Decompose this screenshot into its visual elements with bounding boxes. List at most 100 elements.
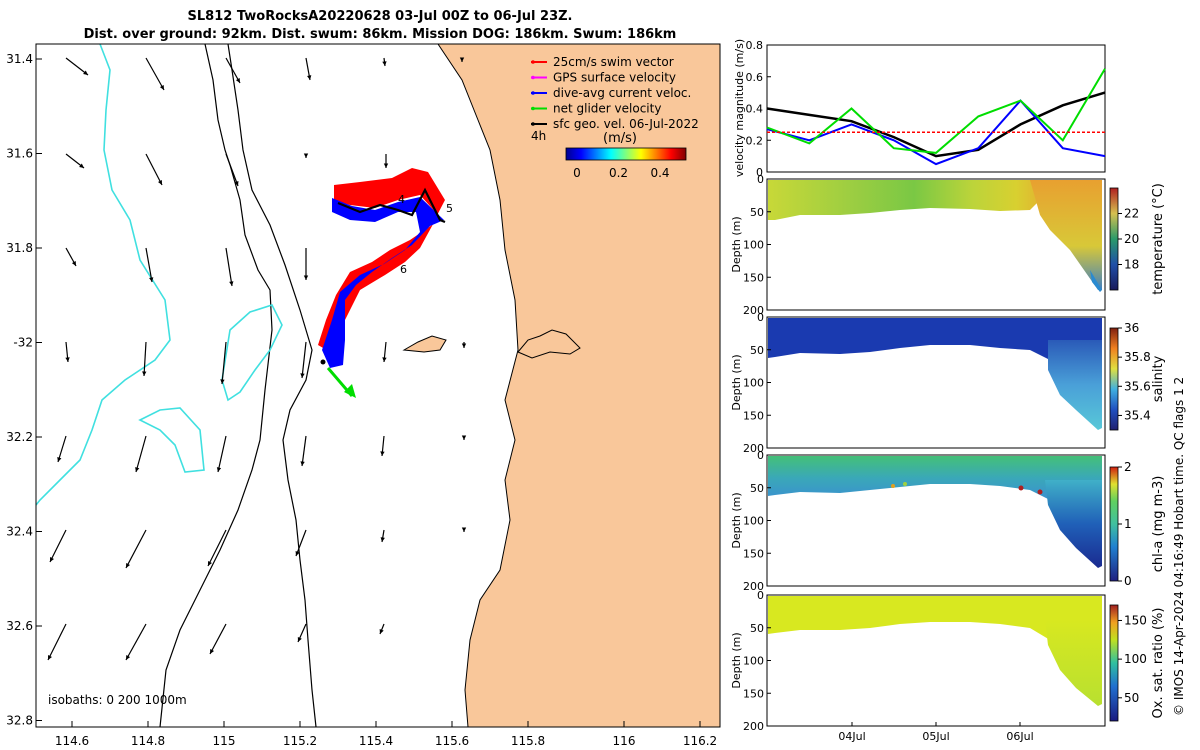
- geostrophic-arrowhead: [300, 373, 305, 378]
- geostrophic-arrowhead: [83, 70, 88, 75]
- depth-tick-label: 200: [743, 720, 764, 733]
- map-land: [437, 43, 721, 728]
- colorbar-tick-label: 35.8: [1124, 350, 1151, 364]
- geostrophic-arrowhead: [380, 537, 385, 542]
- geostrophic-arrow: [49, 529, 67, 563]
- chla-section: [766, 454, 1106, 587]
- isobath-label: isobaths: 0 200 1000m: [48, 693, 187, 707]
- section-axes: 0 50 100 150 200 Depth (m) 0 50 100 150 200 Depth (…: [730, 173, 1034, 743]
- map-y-tick-label: -32: [13, 336, 33, 350]
- velocity-y-tick-label: 0.2: [746, 134, 764, 147]
- map-y-tick-label: 32.2: [6, 430, 33, 444]
- legend-label: GPS surface velocity: [553, 71, 676, 85]
- map-x-tick-label: 115: [213, 734, 236, 748]
- salinity-colorbar: [1109, 327, 1119, 431]
- depth-tick-label: 50: [750, 344, 764, 357]
- geostrophic-arrow: [145, 57, 165, 91]
- chla-field: [768, 456, 1102, 500]
- geostrophic-arrowhead: [210, 649, 215, 654]
- depth-tick-label: 150: [743, 687, 764, 700]
- geostrophic-arrow: [47, 623, 67, 661]
- geostrophic-arrow: [225, 57, 241, 84]
- swim-vector-band: [318, 168, 445, 352]
- legend-label: net glider velocity: [553, 102, 661, 116]
- geostrophic-arrowhead: [48, 655, 52, 660]
- oxygen-section: [766, 594, 1106, 727]
- depth-tick-label: 100: [743, 377, 764, 390]
- time-tick-label: 04Jul: [838, 730, 865, 743]
- salinity-field: [768, 318, 1102, 360]
- depth-tick-label: 0: [757, 311, 764, 324]
- geostrophic-arrowhead: [158, 180, 162, 185]
- legend-marker: [531, 106, 535, 111]
- geostrophic-arrowhead: [126, 563, 131, 568]
- isobath-0: [227, 43, 317, 728]
- velocity-axes-box: [766, 44, 1106, 173]
- geostrophic-arrowhead: [208, 561, 212, 566]
- colorbar-tick-label: 150: [1124, 613, 1147, 627]
- velocity-panel: 0 0.2 0.4 0.6 0.8 velocity magnitude (m/s): [733, 39, 1106, 179]
- geostrophic-arrows: [47, 57, 467, 661]
- colorbar-tick-label: 100: [1124, 652, 1147, 666]
- velocity-series: [766, 68, 1106, 166]
- depth-axis-label: Depth (m): [730, 354, 743, 410]
- chla-high-point: [1018, 485, 1024, 491]
- depth-axis-label: Depth (m): [730, 632, 743, 688]
- depth-tick-label: 150: [743, 271, 764, 284]
- day-marker-6: 6: [400, 263, 407, 276]
- oxygen-field: [768, 596, 1102, 640]
- temperature-field: [768, 180, 1060, 220]
- geostrophic-arrowhead: [379, 629, 384, 634]
- geostrophic-arrowhead: [229, 281, 234, 286]
- colorbar-label: Ox. sat. ratio (%): [1151, 608, 1166, 719]
- temperature-deep-tail: [1030, 180, 1102, 290]
- glider-track: [337, 187, 446, 224]
- colorbar-tick-label: 22: [1124, 207, 1139, 221]
- colorbar-tick-label: 0: [573, 166, 581, 180]
- geostrophic-arrowhead: [142, 371, 147, 376]
- geostrophic-arrowhead: [149, 277, 154, 282]
- map-y-tick-label: 31.6: [6, 147, 33, 161]
- isobath-200: [159, 43, 273, 728]
- isobath-1000: [35, 43, 283, 506]
- colorbar-tick-label: 1: [1124, 517, 1132, 531]
- map-y-tick-label: 32.6: [6, 619, 33, 633]
- depth-tick-label: 100: [743, 655, 764, 668]
- geostrophic-arrowhead: [159, 85, 164, 90]
- chla-high-point: [891, 484, 895, 488]
- legend-marker: [531, 60, 535, 64]
- velocity-y-ticks: 0 0.2 0.4 0.6 0.8: [746, 39, 771, 179]
- colorbar-label: chl-a (mg m-3): [1151, 476, 1166, 573]
- rottnest-island: [402, 335, 447, 353]
- velocity-y-tick-label: 0.6: [746, 71, 764, 84]
- geostrophic-arrowhead: [307, 75, 312, 80]
- velocity-series-line: [766, 91, 1106, 158]
- velocity-y-label: velocity magnitude (m/s): [733, 39, 746, 177]
- colorbar-tick-label: 0.2: [609, 166, 628, 180]
- geostrophic-arrow: [135, 435, 147, 473]
- current-velocity-band: [322, 197, 444, 368]
- temperature-section: [766, 178, 1106, 311]
- map-x-ticks: 114.6 114.8 115 115.2 115.4 115.6 115.8 116 116.…: [55, 721, 717, 748]
- salinity-deep-tail: [1048, 340, 1102, 430]
- legend-label: dive-avg current veloc.: [553, 86, 691, 100]
- depth-tick-label: 100: [743, 239, 764, 252]
- map-y-tick-label: 32.4: [6, 525, 33, 539]
- speed-colorbar-ticks: 0 0.2 0.4: [573, 166, 669, 180]
- track-end-marker: [320, 359, 326, 365]
- colorbar-label: salinity: [1151, 355, 1166, 402]
- chla-colorbar: [1109, 466, 1119, 582]
- map-x-tick-label: 115.4: [359, 734, 393, 748]
- garden-island: [517, 329, 581, 359]
- velocity-y-tick-label: 0: [756, 166, 763, 179]
- map-y-ticks: 31.4 31.6 31.8 -32 32.2 32.4 32.6 32.8: [6, 52, 42, 728]
- speed-colorbar: [565, 147, 687, 161]
- geostrophic-arrowhead: [220, 379, 225, 384]
- net-velocity-arrowhead: [344, 384, 356, 398]
- chart-title: SL812 TwoRocksA20220628 03-Jul 00Z to 06…: [187, 9, 573, 24]
- depth-tick-label: 50: [750, 206, 764, 219]
- depth-tick-label: 150: [743, 547, 764, 560]
- map-x-tick-label: 115.8: [511, 734, 545, 748]
- colorbar-tick-label: 18: [1124, 258, 1139, 272]
